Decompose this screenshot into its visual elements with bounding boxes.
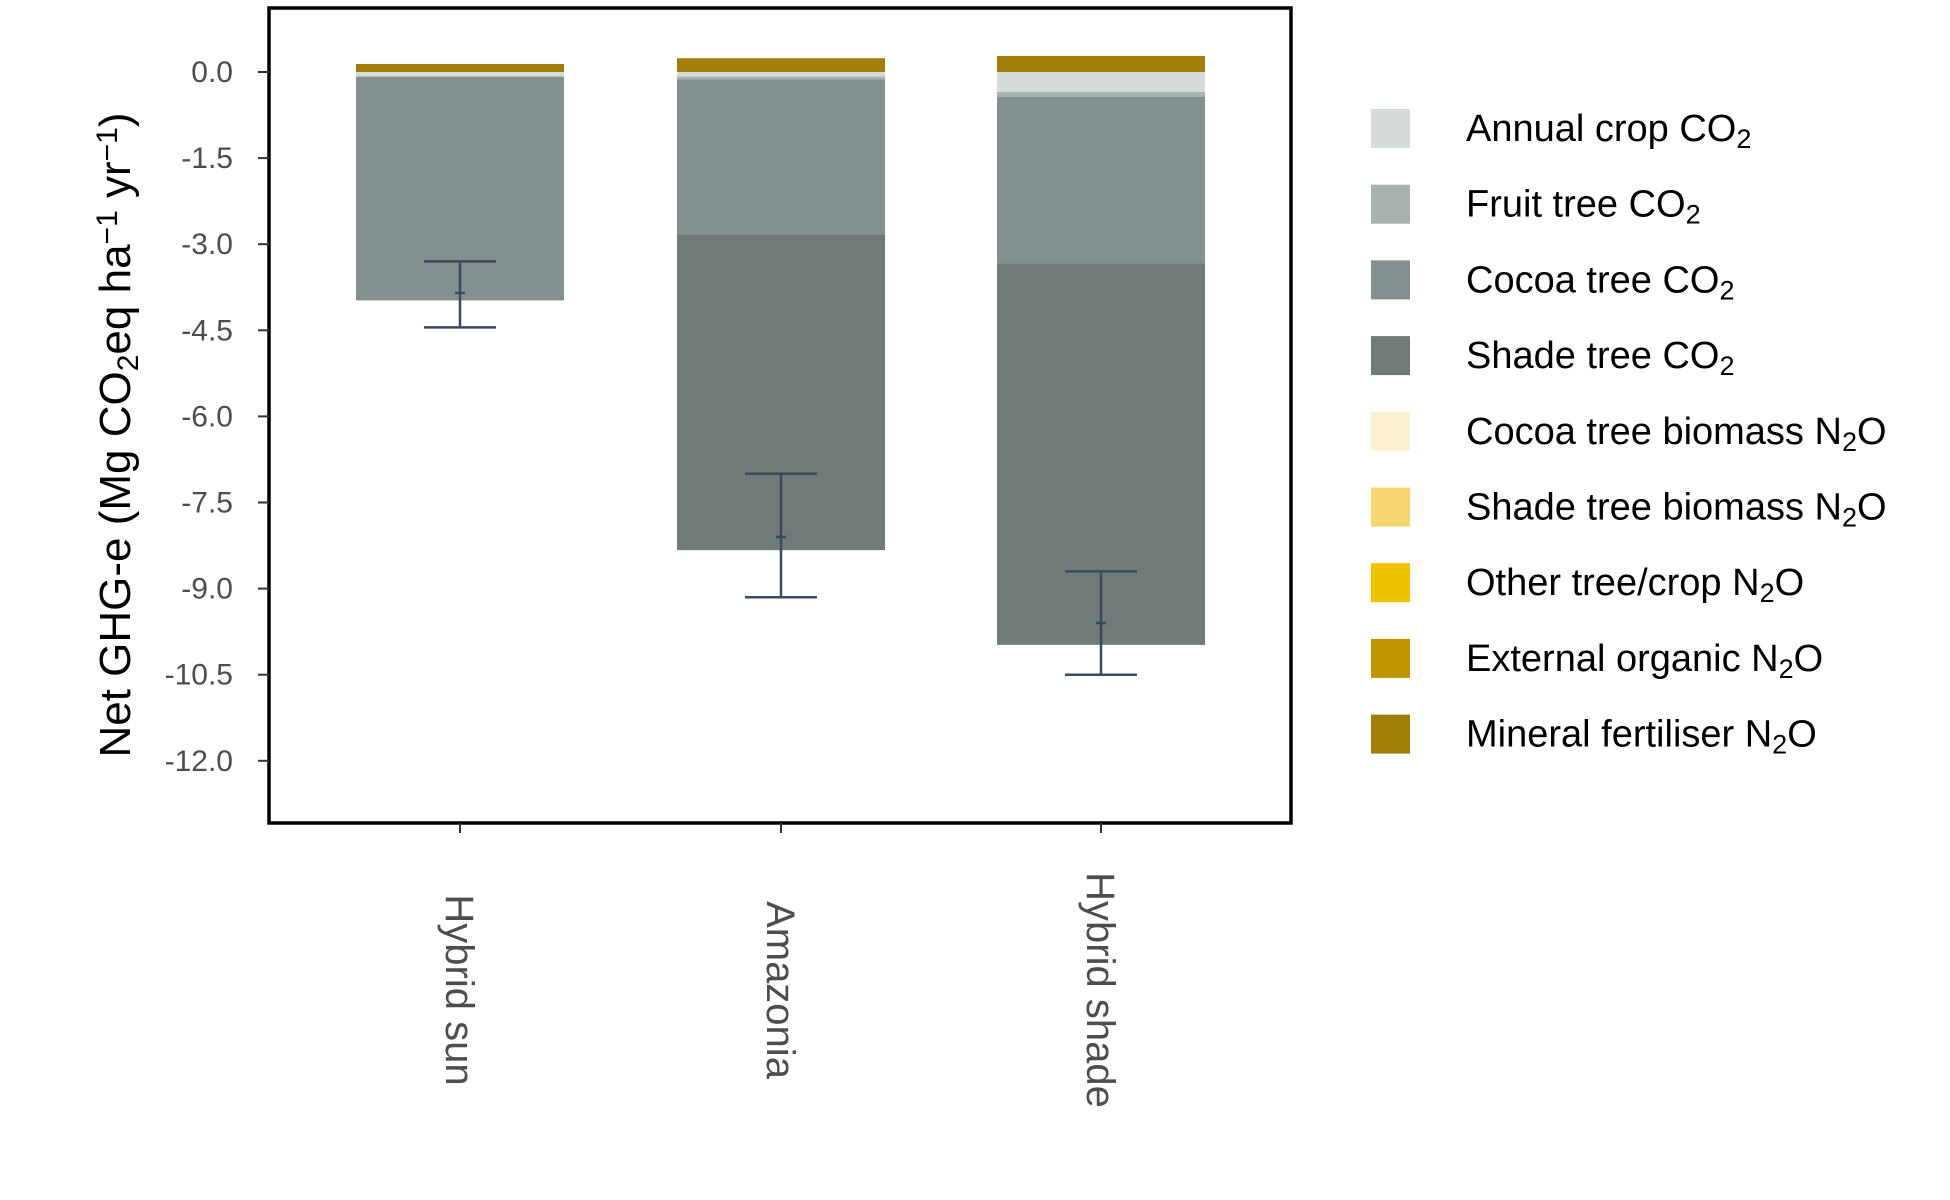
bar-segment-annual-crop-co-hybrid-shade [997,72,1205,93]
y-tick-label: 0.0 [191,56,233,89]
x-tick-label-hybrid-shade: Hybrid shade [1078,872,1122,1108]
y-axis: 0.0 -1.5 -3.0 -4.5 -6.0 -7.5 -9.0 -10.5 -12.0 [165,56,269,778]
legend-label: Shade tree biomass N2O [1466,487,1887,533]
legend-swatch [1371,638,1410,678]
legend-swatch [1371,109,1410,148]
legend-label: Other tree/crop N2O [1466,562,1804,608]
bar-segment-mineral-fertiliser-n-o-amazonia [677,58,885,72]
legend-item-annual-crop-co: Annual crop CO2 [1368,106,1751,154]
legend-label: External organic N2O [1466,638,1823,684]
legend-swatch [1371,487,1410,527]
y-tick-label: -7.5 [181,487,233,520]
legend-swatch [1371,714,1410,754]
bar-segment-annual-crop-co-amazonia [677,72,885,77]
bar-segment-cocoa-tree-co-amazonia [677,79,885,235]
legend-item-fruit-tree-co: Fruit tree CO2 [1368,181,1701,230]
y-tick-label: -9.0 [181,573,233,606]
legend-item-external-organic-n-o: External organic N2O [1368,635,1823,684]
legend-label: Annual crop CO2 [1466,108,1751,154]
x-tick-label-amazonia: Amazonia [758,901,802,1080]
error-bar-amazonia [745,472,817,599]
bar-segment-annual-crop-co-hybrid-sun [356,72,564,77]
bar-segment-fruit-tree-co-amazonia [677,76,885,80]
legend-label: Fruit tree CO2 [1466,184,1701,230]
error-bars-layer [424,260,1137,676]
legend-label: Shade tree CO2 [1466,335,1735,381]
x-axis: Hybrid sun Amazonia Hybrid shade [437,823,1122,1108]
error-bar-hybrid-sun [424,260,496,329]
legend-swatch [1371,411,1410,451]
bar-segment-mineral-fertiliser-n-o-hybrid-shade [997,55,1205,72]
y-tick-label: -6.0 [181,400,233,433]
bar-segment-mineral-fertiliser-n-o-hybrid-sun [356,63,564,72]
y-tick-label: -3.0 [181,228,233,261]
legend-item-shade-tree-co: Shade tree CO2 [1368,333,1735,381]
y-tick-label: -1.5 [181,142,233,175]
bar-segment-cocoa-tree-co-hybrid-shade [997,96,1205,264]
y-tick-label: -4.5 [181,314,233,347]
bar-segment-fruit-tree-co-hybrid-shade [997,92,1205,97]
legend: Annual crop CO2 Fruit tree CO2 Cocoa tree … [1368,106,1887,759]
legend-item-shade-tree-biomass-n-o: Shade tree biomass N2O [1368,484,1887,533]
legend-label: Cocoa tree CO2 [1466,259,1734,305]
legend-swatch [1371,563,1410,603]
x-tick-label-hybrid-sun: Hybrid sun [437,894,481,1085]
legend-item-other-tree-crop-n-o: Other tree/crop N2O [1368,560,1804,608]
legend-label: Cocoa tree biomass N2O [1466,411,1887,457]
y-tick-label: -10.5 [165,659,233,692]
legend-item-cocoa-tree-co: Cocoa tree CO2 [1368,257,1734,305]
legend-swatch [1371,336,1410,376]
legend-item-mineral-fertiliser-n-o: Mineral fertiliser N2O [1368,711,1817,760]
error-bar-hybrid-shade [1065,570,1137,676]
y-tick-label: -12.0 [165,745,233,778]
legend-label: Mineral fertiliser N2O [1466,714,1817,760]
legend-swatch [1371,260,1410,300]
legend-item-cocoa-tree-biomass-n-o: Cocoa tree biomass N2O [1368,408,1887,457]
y-axis-title: Net GHG-e (Mg CO2eq ha−1 yr−1) [91,112,145,757]
legend-swatch [1371,184,1410,224]
